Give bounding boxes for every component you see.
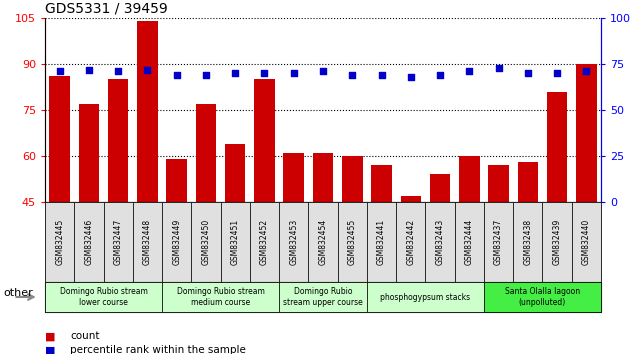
Bar	[79, 104, 99, 202]
Text: Domingo Rubio stream
medium course: Domingo Rubio stream medium course	[177, 287, 264, 307]
Bar	[371, 165, 392, 202]
Text: GSM832454: GSM832454	[319, 219, 327, 265]
Point	[230, 70, 240, 76]
Point	[552, 70, 562, 76]
Bar	[517, 162, 538, 202]
Text: ■: ■	[45, 331, 56, 341]
Text: GSM832437: GSM832437	[494, 219, 503, 265]
Point	[406, 74, 416, 80]
Text: GSM832449: GSM832449	[172, 219, 181, 265]
Point	[113, 69, 123, 74]
Bar	[313, 153, 333, 202]
Bar	[488, 165, 509, 202]
Bar	[342, 156, 362, 202]
Bar	[108, 79, 128, 202]
Point	[259, 70, 269, 76]
Text: GSM832438: GSM832438	[523, 219, 533, 265]
Text: GSM832450: GSM832450	[201, 219, 211, 265]
Bar	[49, 76, 70, 202]
Bar	[196, 104, 216, 202]
Point	[435, 72, 445, 78]
Bar	[459, 156, 480, 202]
Text: GSM832448: GSM832448	[143, 219, 152, 265]
Bar	[430, 175, 451, 202]
Point	[84, 67, 94, 72]
Point	[201, 72, 211, 78]
Bar	[137, 21, 158, 202]
Text: ■: ■	[45, 346, 56, 354]
Text: GSM832453: GSM832453	[289, 219, 298, 265]
Text: GSM832439: GSM832439	[553, 219, 562, 265]
Text: GSM832452: GSM832452	[260, 219, 269, 265]
Text: Domingo Rubio
stream upper course: Domingo Rubio stream upper course	[283, 287, 363, 307]
Point	[55, 69, 65, 74]
Text: GSM832441: GSM832441	[377, 219, 386, 265]
Bar	[401, 196, 421, 202]
Text: other: other	[3, 289, 33, 298]
Point	[493, 65, 504, 70]
Text: GSM832442: GSM832442	[406, 219, 415, 265]
Text: Santa Olalla lagoon
(unpolluted): Santa Olalla lagoon (unpolluted)	[505, 287, 580, 307]
Text: GSM832444: GSM832444	[465, 219, 474, 265]
Point	[581, 69, 591, 74]
Text: GSM832455: GSM832455	[348, 219, 357, 265]
Text: count: count	[70, 331, 100, 341]
Text: GSM832451: GSM832451	[231, 219, 240, 265]
Text: GSM832447: GSM832447	[114, 219, 122, 265]
Point	[289, 70, 299, 76]
Text: GSM832446: GSM832446	[85, 219, 93, 265]
Bar	[167, 159, 187, 202]
Point	[377, 72, 387, 78]
Point	[347, 72, 357, 78]
Point	[318, 69, 328, 74]
Point	[464, 69, 475, 74]
Bar	[547, 92, 567, 202]
Bar	[576, 64, 597, 202]
Text: GSM832443: GSM832443	[435, 219, 445, 265]
Text: phosphogypsum stacks: phosphogypsum stacks	[380, 292, 471, 302]
Text: GDS5331 / 39459: GDS5331 / 39459	[45, 2, 168, 16]
Bar	[225, 144, 245, 202]
Bar	[254, 79, 274, 202]
Point	[143, 67, 153, 72]
Text: GSM832440: GSM832440	[582, 219, 591, 265]
Text: GSM832445: GSM832445	[55, 219, 64, 265]
Text: percentile rank within the sample: percentile rank within the sample	[70, 346, 246, 354]
Point	[523, 70, 533, 76]
Point	[172, 72, 182, 78]
Text: Domingo Rubio stream
lower course: Domingo Rubio stream lower course	[59, 287, 148, 307]
Bar	[283, 153, 304, 202]
